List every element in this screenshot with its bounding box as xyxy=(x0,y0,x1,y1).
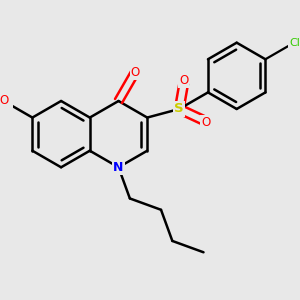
Text: O: O xyxy=(0,94,8,107)
Text: O: O xyxy=(130,66,140,79)
Text: N: N xyxy=(113,161,124,174)
Text: S: S xyxy=(174,103,184,116)
Text: O: O xyxy=(201,116,210,129)
Text: Cl: Cl xyxy=(289,38,300,49)
Text: O: O xyxy=(179,74,188,87)
